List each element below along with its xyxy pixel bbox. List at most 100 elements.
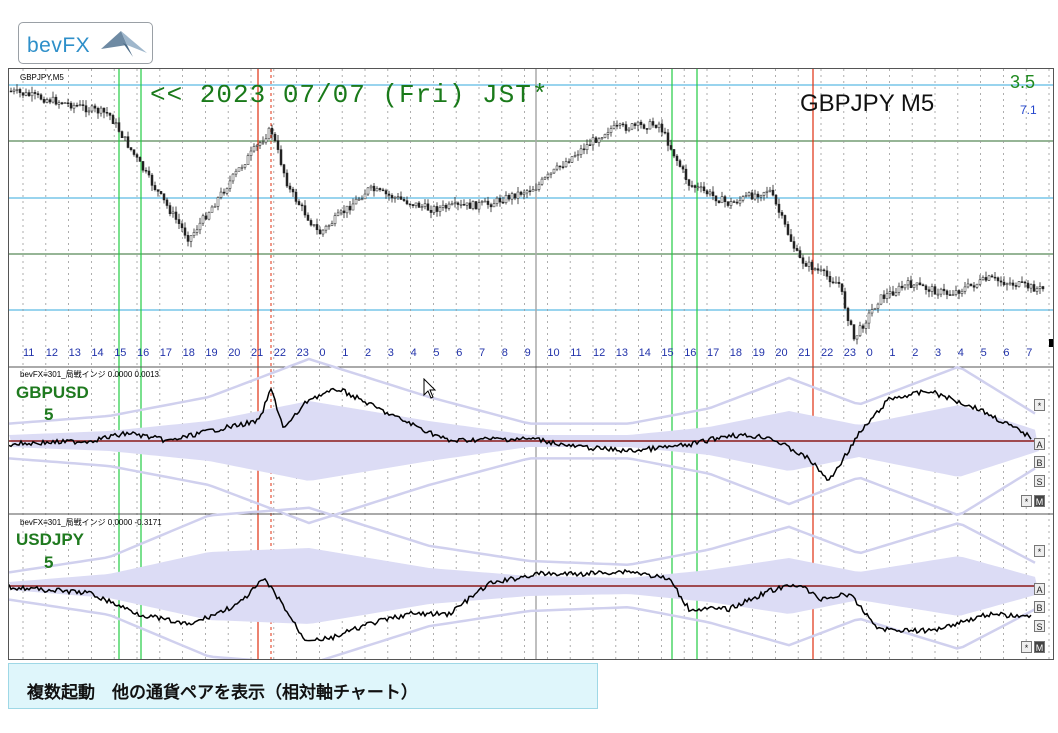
price-candle-body (111, 115, 115, 124)
price-candle-body (840, 283, 844, 292)
price-candle-body (705, 190, 709, 195)
pane1-star2-button[interactable]: * (1021, 495, 1032, 507)
price-candle-body (561, 166, 565, 168)
hour-label: 6 (1003, 347, 1010, 359)
price-candle-body (207, 212, 211, 220)
price-candle-body (75, 104, 79, 107)
gbpusd-band-outer-upper (9, 357, 1036, 425)
pane2-b-button[interactable]: B (1034, 601, 1045, 613)
price-candle-body (954, 290, 958, 295)
price-candle-body (309, 220, 313, 226)
hour-label: 7 (479, 347, 486, 359)
pane2-star-button[interactable]: * (1034, 545, 1045, 557)
price-candle-body (369, 185, 373, 189)
price-candle-body (789, 234, 793, 242)
hour-label: 22 (821, 347, 834, 359)
gbpusd-label: GBPUSD (16, 383, 89, 402)
price-candle-body (444, 204, 448, 209)
hour-label: 15 (114, 347, 127, 359)
price-candle-body (684, 168, 688, 180)
pane1-a-button[interactable]: A (1034, 438, 1045, 450)
price-candle-body (108, 112, 112, 116)
price-candle-body (102, 107, 106, 113)
price-candle-body (165, 199, 169, 206)
price-candle-body (384, 190, 388, 195)
price-candle-body (1026, 282, 1030, 289)
price-candle-body (201, 215, 205, 224)
price-candle-body (366, 187, 370, 195)
price-candle-body (114, 122, 118, 124)
price-candle-body (783, 215, 787, 225)
price-candle-body (315, 224, 319, 231)
price-candle-body (399, 196, 403, 200)
usdjpy-band-outer-upper (9, 506, 1036, 574)
price-candle-body (501, 201, 505, 204)
price-candle-body (387, 193, 391, 196)
hour-label: 8 (501, 347, 508, 359)
price-candle-body (1029, 284, 1033, 289)
price-candle-body (417, 202, 421, 208)
hour-label: 3 (387, 347, 394, 359)
chart-canvas[interactable] (9, 69, 1053, 659)
price-candle-body (891, 291, 895, 296)
hour-label: 11 (23, 347, 35, 359)
price-candle-body (402, 199, 406, 201)
price-candle-body (297, 201, 301, 206)
pane1-b-button[interactable]: B (1034, 456, 1045, 468)
price-candle-body (699, 186, 703, 189)
price-candle-body (435, 206, 439, 212)
price-candle-body (216, 197, 220, 207)
pane1-m-button[interactable]: M (1034, 495, 1045, 507)
chart-window[interactable] (8, 68, 1054, 660)
bevfx-logo: bevFX (18, 22, 153, 64)
price-candle-body (948, 294, 952, 296)
gbpusd-indicator-line (9, 387, 1032, 482)
price-candle-body (390, 195, 394, 199)
mouse-cursor-icon (423, 378, 437, 399)
hour-label: 14 (91, 347, 104, 359)
pane2-a-button[interactable]: A (1034, 583, 1045, 595)
pane2-s-button[interactable]: S (1034, 620, 1045, 632)
price-candle-body (525, 190, 529, 194)
price-candle-body (87, 110, 91, 113)
price-candle-body (999, 280, 1003, 283)
price-candle-body (465, 202, 469, 206)
price-candle-body (747, 192, 751, 196)
price-candle-body (192, 232, 196, 236)
price-candle-body (648, 121, 652, 130)
hour-label: 14 (638, 347, 651, 359)
hour-label: 7 (1026, 347, 1033, 359)
price-candle-body (312, 224, 316, 226)
price-candle-body (327, 225, 331, 227)
price-candle-body (870, 309, 874, 314)
price-candle-body (117, 122, 121, 132)
price-candle-body (558, 165, 562, 168)
price-candle-body (15, 89, 19, 91)
price-candle-body (69, 102, 73, 109)
price-candle-body (150, 174, 154, 186)
pane1-star-button[interactable]: * (1034, 399, 1045, 411)
price-candle-body (396, 196, 400, 198)
price-candle-body (657, 123, 661, 128)
usdjpy-label: USDJPY (16, 530, 85, 549)
hour-label: 4 (410, 347, 417, 359)
price-candle-body (93, 105, 97, 109)
pane2-m-button[interactable]: M (1034, 641, 1045, 653)
hour-label: 1 (342, 347, 349, 359)
price-candle-body (759, 195, 763, 198)
price-candle-body (651, 121, 655, 126)
price-candle-body (144, 169, 148, 172)
pane1-s-button[interactable]: S (1034, 475, 1045, 487)
price-candle-body (354, 198, 358, 205)
price-candle-body (213, 206, 217, 208)
price-candle-body (570, 156, 574, 163)
price-candle-body (798, 250, 802, 258)
price-candle-body (174, 211, 178, 220)
price-candle-body (474, 201, 478, 210)
price-candle-body (432, 206, 436, 213)
price-candle-body (285, 172, 289, 187)
price-candle-body (711, 191, 715, 197)
price-candle-body (639, 121, 643, 125)
pane2-star2-button[interactable]: * (1021, 641, 1032, 653)
price-candle-body (831, 281, 835, 284)
